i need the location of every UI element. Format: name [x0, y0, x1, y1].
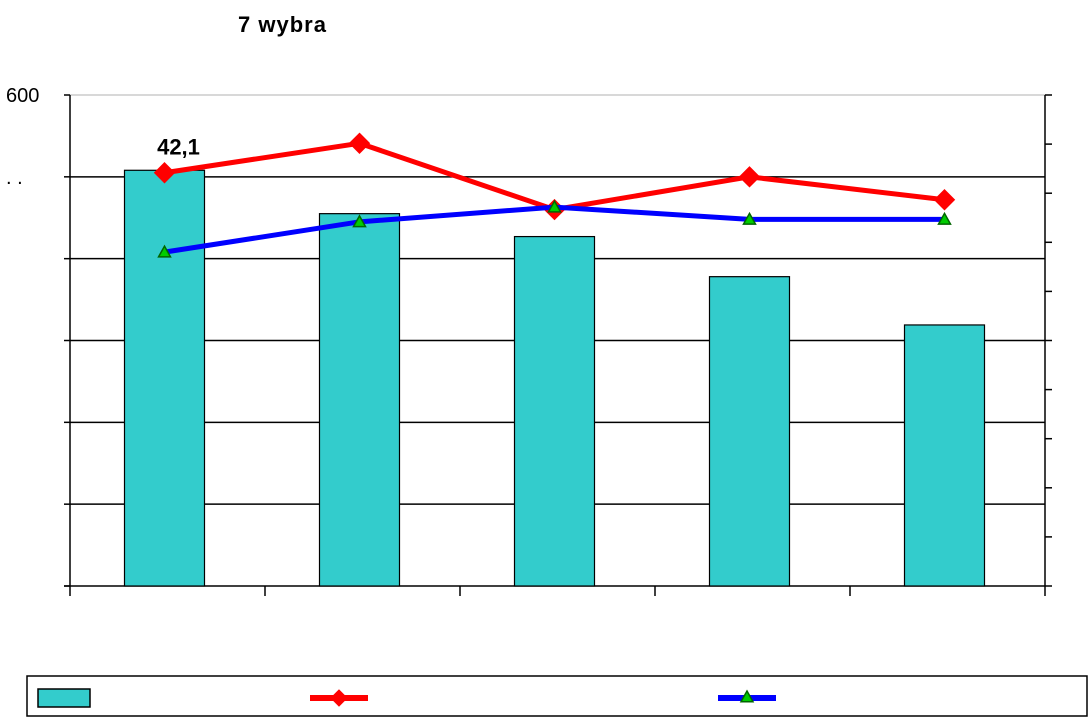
line-point-triangle	[742, 211, 757, 225]
legend-box	[26, 675, 1088, 717]
chart-title: 7 wybra	[238, 12, 327, 37]
line-point-triangle	[157, 244, 172, 258]
legend-swatch-bar	[37, 688, 91, 708]
line-point-triangle	[547, 199, 562, 213]
line-point-diamond	[348, 132, 371, 154]
y-tick-label: . .	[6, 167, 23, 189]
bar	[708, 276, 791, 587]
y-tick-label: 600	[6, 85, 39, 107]
line-point-diamond	[738, 166, 761, 188]
line-point-diamond	[330, 689, 348, 707]
bar	[123, 169, 206, 587]
bar	[903, 324, 986, 587]
line-point-diamond	[933, 189, 956, 211]
line-point-triangle	[739, 689, 755, 703]
bar	[318, 213, 401, 587]
bar	[513, 235, 596, 587]
line-point-diamond	[153, 162, 176, 184]
line-point-triangle	[352, 214, 367, 228]
bar-data-label: 42,1	[157, 134, 200, 159]
line-point-triangle	[937, 211, 952, 225]
